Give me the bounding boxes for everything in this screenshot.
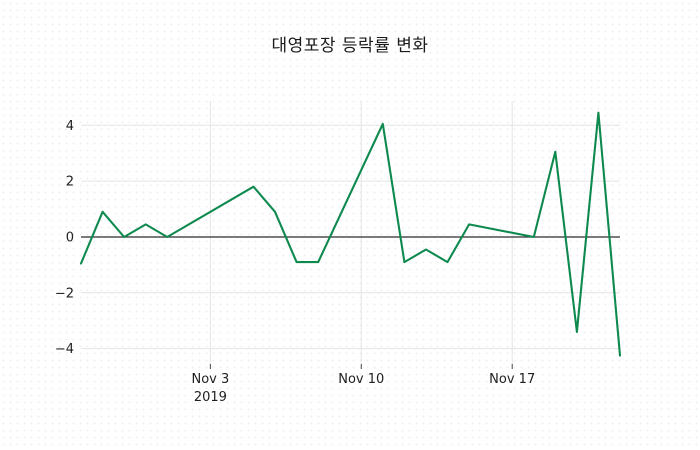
x-tick-year-label: 2019 [194,390,227,405]
x-tick-label: Nov 10 [338,372,384,387]
y-tick-label: 2 [66,175,74,190]
x-tick-label: Nov 17 [489,372,535,387]
series-line [79,111,622,357]
y-tick-label: −4 [55,342,74,357]
y-tick-label: −2 [55,286,74,301]
x-tick-label: Nov 3 [191,372,229,387]
y-tick-label: 4 [66,119,74,134]
y-tick-label: 0 [66,230,74,245]
chart-title: 대영포장 등락률 변화 [271,36,429,56]
